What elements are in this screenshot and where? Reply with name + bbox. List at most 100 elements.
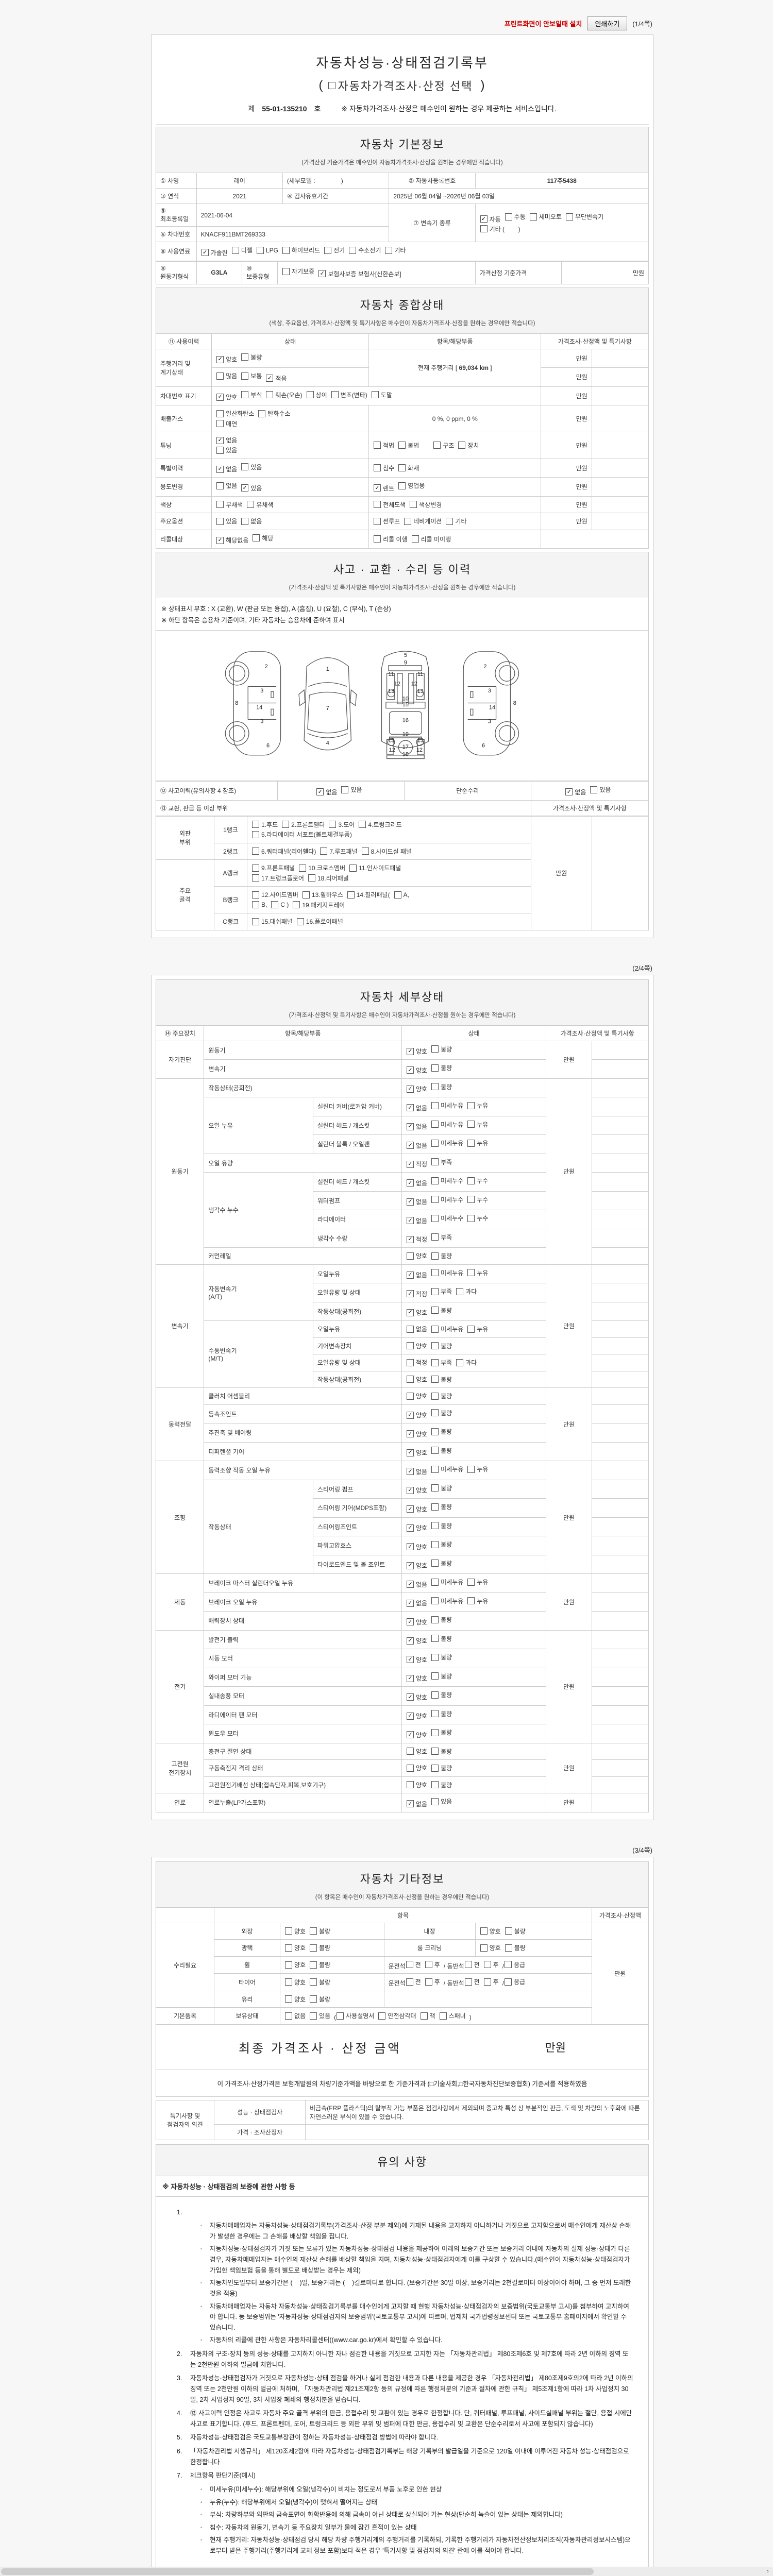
checkbox-box[interactable] [296,918,304,925]
checkbox-box[interactable] [431,1177,439,1184]
checkbox-box[interactable]: ✓ [406,1104,414,1111]
checkbox-box[interactable]: ✓ [374,484,381,492]
checkbox[interactable]: ✓ 양호 [406,1486,427,1495]
checkbox[interactable]: 부족 [431,1158,452,1166]
checkbox[interactable]: 불량 [241,353,262,362]
checkbox[interactable]: ✓ 양호 [406,1411,427,1419]
checkbox-box[interactable]: ✓ [406,1235,414,1243]
checkbox[interactable]: 기타 [385,246,406,255]
checkbox[interactable]: 불량 [431,1672,452,1681]
checkbox[interactable]: 불량 [431,1728,452,1737]
checkbox[interactable]: 누유 [467,1597,488,1605]
checkbox-box[interactable] [302,891,310,899]
checkbox[interactable]: ✓ 없음 [406,1216,427,1225]
checkbox-box[interactable]: ✓ [406,1712,414,1720]
checkbox-box[interactable]: ✓ [406,1693,414,1701]
checkbox-box[interactable] [328,82,336,89]
checkbox-box[interactable] [282,246,290,254]
checkbox[interactable]: 불량 [431,1747,452,1756]
checkbox[interactable]: 없음 [241,517,262,526]
checkbox[interactable]: 17.트렁크플로어 [252,874,304,883]
checkbox[interactable]: 응급 [505,1960,525,1969]
checkbox[interactable]: 불량 [505,1943,526,1952]
checkbox[interactable]: ✓ 양호 [406,1047,427,1056]
checkbox-box[interactable] [431,1392,439,1400]
checkbox-box[interactable] [431,1307,439,1314]
checkbox-box[interactable] [411,535,419,543]
checkbox-box[interactable] [299,864,307,872]
checkbox[interactable]: ✓ 없음 [565,788,586,796]
checkbox[interactable]: ✓ 없음 [406,1104,427,1112]
checkbox[interactable]: 불법 [398,441,419,450]
checkbox-box[interactable] [458,442,466,449]
checkbox-box[interactable] [565,213,573,221]
checkbox[interactable]: 불량 [310,1943,330,1952]
checkbox[interactable]: 부족 [431,1358,452,1367]
checkbox-box[interactable] [431,1672,439,1680]
checkbox-box[interactable]: ✓ [406,1618,414,1625]
checkbox-box[interactable] [253,534,260,541]
checkbox-box[interactable]: ✓ [406,1524,414,1532]
checkbox[interactable]: 19.패키지트레이 [293,901,345,909]
checkbox-box[interactable] [431,1635,439,1642]
checkbox-box[interactable] [431,1781,439,1788]
checkbox[interactable]: 불량 [431,1427,452,1436]
checkbox[interactable]: 해당 [253,534,273,543]
checkbox[interactable]: B, [252,901,267,908]
checkbox-box[interactable]: ✓ [406,1198,414,1206]
checkbox-box[interactable] [282,267,290,275]
checkbox[interactable]: 4.트렁크리드 [359,820,402,829]
checkbox[interactable]: 불량 [431,1251,452,1260]
checkbox[interactable]: 도말 [371,391,392,399]
checkbox[interactable]: 부족 [431,1233,452,1242]
checkbox-box[interactable] [252,874,260,882]
checkbox[interactable]: 전 [406,1977,421,1986]
checkbox-box[interactable] [425,1978,432,1986]
checkbox-box[interactable] [467,1597,475,1604]
checkbox[interactable]: 후 [483,1960,499,1969]
checkbox[interactable]: 양호 [406,1747,427,1756]
checkbox-box[interactable] [216,446,224,454]
checkbox[interactable]: 리콜 미이행 [411,535,451,544]
checkbox[interactable]: 미세누유 [431,1268,463,1277]
checkbox[interactable]: 불량 [431,1690,452,1699]
checkbox[interactable]: 없음 [216,481,237,490]
checkbox[interactable]: 불량 [431,1781,452,1789]
checkbox-box[interactable] [241,517,249,525]
checkbox-box[interactable] [247,501,255,508]
checkbox[interactable]: 누유 [467,1101,488,1110]
checkbox-box[interactable] [398,442,406,449]
checkbox-box[interactable] [410,501,417,508]
checkbox[interactable]: 수동 [505,212,526,221]
checkbox-box[interactable] [464,1961,472,1968]
checkbox[interactable]: ✓ 양호 [406,1711,427,1720]
checkbox-box[interactable] [505,1927,512,1935]
checkbox-box[interactable] [320,848,328,855]
checkbox-box[interactable] [310,1978,317,1986]
checkbox-box[interactable] [310,1927,317,1935]
checkbox[interactable]: ✓ 자동 [480,215,501,224]
checkbox-box[interactable] [258,410,266,417]
checkbox-box[interactable]: ✓ [406,1271,414,1279]
checkbox-box[interactable]: ✓ [216,393,224,401]
checkbox-box[interactable] [505,1978,512,1986]
checkbox-box[interactable] [431,1196,439,1203]
checkbox-box[interactable] [266,391,274,398]
checkbox-box[interactable] [216,482,224,489]
checkbox-box[interactable] [361,848,369,855]
checkbox-box[interactable] [331,391,339,398]
checkbox-box[interactable]: ✓ [406,1674,414,1682]
checkbox[interactable]: 무채색 [216,500,243,509]
checkbox[interactable]: 누수 [467,1195,488,1204]
checkbox-box[interactable] [406,1392,414,1400]
checkbox[interactable]: 누수 [467,1176,488,1185]
checkbox-box[interactable] [282,821,290,828]
checkbox[interactable]: ✓ 해당없음 [216,536,248,545]
checkbox[interactable]: 불량 [431,1540,452,1549]
checkbox[interactable]: 미세누수 [431,1195,463,1204]
checkbox-box[interactable] [431,1691,439,1699]
checkbox[interactable]: ✓ 없음 [406,1580,427,1589]
checkbox[interactable]: 양호 [284,1978,306,1987]
checkbox[interactable]: 구조 [433,441,454,450]
checkbox-box[interactable] [446,517,453,525]
